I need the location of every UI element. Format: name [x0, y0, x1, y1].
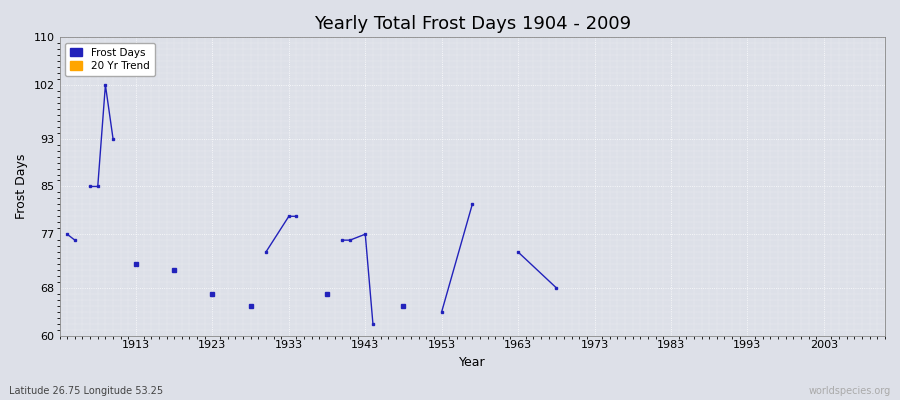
Text: worldspecies.org: worldspecies.org — [809, 386, 891, 396]
X-axis label: Year: Year — [459, 356, 486, 369]
Legend: Frost Days, 20 Yr Trend: Frost Days, 20 Yr Trend — [65, 42, 155, 76]
Title: Yearly Total Frost Days 1904 - 2009: Yearly Total Frost Days 1904 - 2009 — [314, 15, 631, 33]
Y-axis label: Frost Days: Frost Days — [15, 154, 28, 219]
Text: Latitude 26.75 Longitude 53.25: Latitude 26.75 Longitude 53.25 — [9, 386, 163, 396]
